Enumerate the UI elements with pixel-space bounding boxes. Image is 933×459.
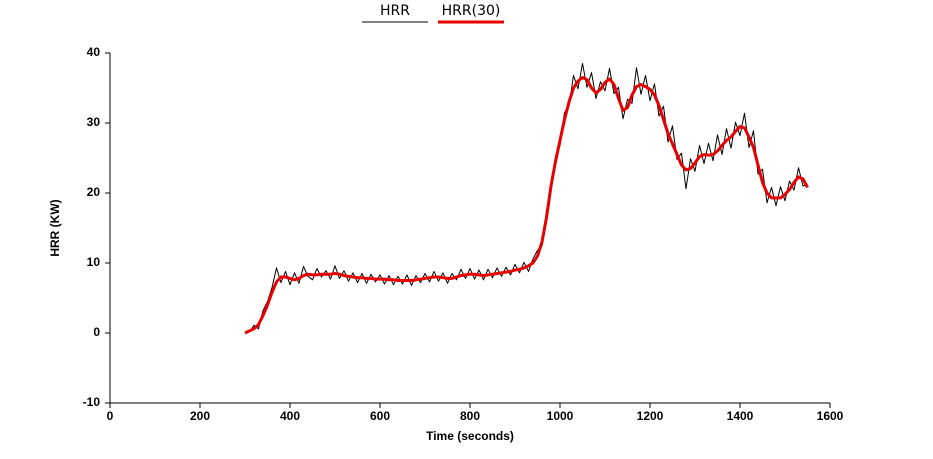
x-tick-label: 0	[107, 409, 114, 423]
x-tick-label: 1200	[637, 409, 664, 423]
y-axis-label: HRR (KW)	[48, 199, 62, 256]
line-series	[244, 63, 808, 333]
y-tick-label: 0	[93, 325, 100, 339]
x-tick-label: 1600	[817, 409, 844, 423]
x-tick-label: 600	[370, 409, 390, 423]
x-tick-label: 1000	[547, 409, 574, 423]
x-tick-label: 1400	[727, 409, 754, 423]
x-tick-label: 800	[460, 409, 480, 423]
y-tick-label: 20	[87, 185, 101, 199]
x-tick-label: 200	[190, 409, 210, 423]
x-axis-label: Time (seconds)	[426, 429, 514, 443]
y-tick-label: -10	[83, 395, 101, 409]
y-tick-label: 30	[87, 115, 101, 129]
y-tick-label: 40	[87, 45, 101, 59]
x-tick-label: 400	[280, 409, 300, 423]
line-series	[244, 76, 809, 335]
legend-label: HRR(30)	[442, 3, 501, 19]
y-tick-label: 10	[87, 255, 101, 269]
legend-label: HRR	[380, 3, 410, 19]
